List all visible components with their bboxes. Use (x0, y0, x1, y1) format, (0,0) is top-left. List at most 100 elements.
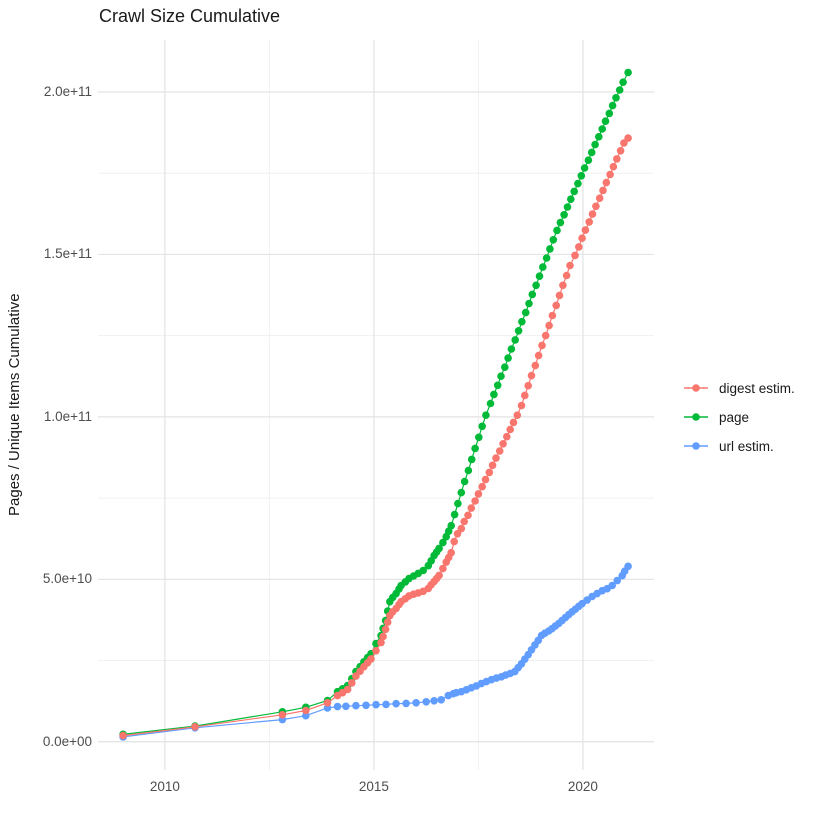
data-point (509, 418, 518, 427)
data-point (624, 68, 632, 77)
data-point (302, 706, 310, 715)
data-point (592, 202, 600, 211)
data-point (467, 455, 476, 464)
data-point (524, 381, 532, 390)
data-point (566, 261, 574, 270)
data-point (492, 454, 500, 462)
data-point (486, 399, 495, 408)
chart-title: Crawl Size Cumulative (99, 6, 281, 26)
series-line (123, 72, 629, 735)
data-point (613, 576, 621, 585)
data-point (497, 372, 505, 381)
data-point (587, 148, 596, 157)
data-point (437, 696, 446, 704)
data-point (481, 475, 490, 484)
data-point (556, 218, 565, 227)
data-point (367, 655, 375, 663)
y-axis-title: Pages / Unique Items Cumulative (6, 293, 23, 517)
data-point (495, 447, 504, 455)
data-point (571, 251, 579, 260)
y-tick-label: 1.0e+11 (43, 408, 92, 424)
data-point (552, 301, 560, 310)
x-tick-label: 2020 (567, 779, 598, 794)
data-point (527, 371, 536, 380)
data-point (562, 271, 571, 280)
data-point (602, 178, 611, 187)
data-point (531, 361, 540, 370)
data-point (595, 133, 603, 141)
data-point (439, 538, 447, 547)
legend: digest estim. page url estim. (681, 378, 795, 456)
legend-key-page-line-point-icon (684, 413, 708, 421)
data-point (464, 466, 473, 475)
data-point (517, 401, 526, 410)
data-point (549, 236, 558, 244)
data-point (478, 482, 487, 491)
data-point (471, 497, 479, 505)
data-point (559, 281, 567, 290)
data-point (575, 243, 583, 251)
data-point (595, 194, 604, 202)
data-point (535, 272, 544, 280)
data-point (478, 422, 487, 431)
data-point (567, 195, 575, 203)
data-point (447, 521, 456, 530)
data-point (435, 571, 443, 580)
data-point (377, 638, 385, 647)
data-point (439, 564, 447, 573)
x-tick-label: 2015 (358, 779, 389, 794)
data-point (453, 530, 462, 538)
data-point (482, 411, 490, 420)
data-point (616, 147, 625, 155)
data-point (532, 281, 540, 290)
data-point (475, 433, 483, 442)
data-point (615, 86, 624, 94)
data-point (521, 308, 530, 317)
plot-panel (98, 40, 654, 770)
data-point (534, 351, 543, 360)
legend-item-url-estim: url estim. (681, 436, 795, 456)
data-point (435, 544, 443, 553)
data-point (585, 218, 593, 226)
data-point (624, 134, 632, 142)
data-point (333, 702, 342, 711)
data-point (412, 699, 420, 707)
data-point (528, 290, 537, 299)
data-point (609, 162, 618, 171)
data-point (553, 226, 561, 235)
data-point (588, 210, 597, 218)
data-point (613, 155, 621, 163)
data-point (419, 566, 428, 575)
data-point (402, 699, 410, 708)
data-point (493, 381, 502, 390)
data-point (521, 391, 529, 400)
data-point (541, 331, 550, 340)
data-point (514, 327, 523, 335)
data-point (619, 78, 627, 86)
data-point (392, 699, 400, 708)
data-point (323, 699, 332, 707)
data-point (471, 444, 479, 453)
legend-label-digest-estim: digest estim. (719, 380, 795, 396)
data-point (538, 341, 546, 350)
data-point (450, 510, 459, 519)
y-tick-label: 1.5e+11 (43, 246, 92, 262)
data-point (507, 345, 516, 353)
data-point (460, 477, 469, 486)
data-point (382, 700, 390, 709)
data-point (362, 701, 370, 710)
data-point (545, 321, 553, 330)
data-point (577, 172, 586, 180)
data-point (450, 537, 459, 546)
data-point (342, 702, 350, 711)
data-point (624, 562, 632, 571)
data-point (485, 468, 494, 477)
data-point (460, 517, 469, 526)
y-tick-label: 2.0e+11 (43, 83, 92, 99)
data-point (454, 499, 462, 508)
y-tick-label: 5.0e+10 (42, 571, 92, 587)
data-point (383, 618, 392, 626)
legend-item-page: page (681, 407, 795, 427)
data-point (430, 697, 438, 705)
data-point (503, 432, 511, 441)
